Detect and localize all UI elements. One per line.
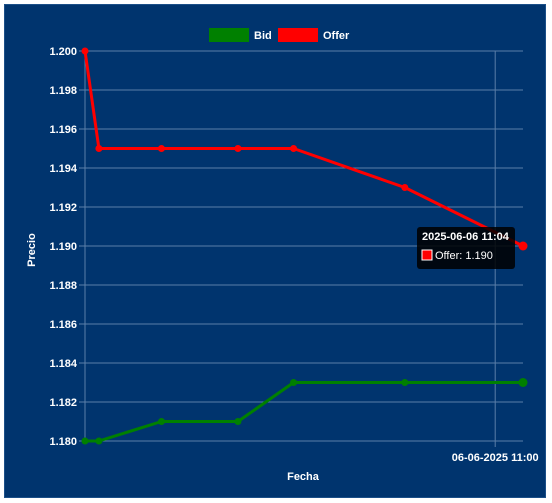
x-axis-title: Fecha [287, 471, 320, 483]
line-chart: 1.180 1.182 1.184 1.186 1.188 1.190 1.192 1.194… [26, 28, 539, 483]
data-point-bid[interactable] [290, 379, 298, 386]
y-tick-label: 1.196 [49, 124, 77, 136]
data-point-offer[interactable] [290, 145, 298, 152]
series-layer [81, 47, 528, 445]
legend-swatch-bid [209, 28, 249, 42]
y-tick-label: 1.200 [49, 46, 77, 58]
data-point-bid[interactable] [234, 418, 242, 425]
data-point-bid[interactable] [401, 379, 409, 386]
data-point-bid[interactable] [157, 418, 165, 425]
legend-swatch-offer [278, 28, 318, 42]
tooltip-title: 2025-06-06 11:04 [422, 231, 510, 243]
y-tick-label: 1.184 [49, 358, 77, 370]
data-point-offer[interactable] [157, 145, 165, 152]
y-tick-label: 1.182 [49, 397, 77, 409]
y-tick-label: 1.198 [49, 85, 77, 97]
tooltip-label: Offer: 1.190 [435, 250, 493, 262]
data-point-bid[interactable] [95, 437, 103, 445]
data-point-offer[interactable] [518, 241, 528, 251]
data-point-offer[interactable] [95, 145, 103, 152]
y-tick-label: 1.188 [49, 280, 77, 292]
y-tick-label: 1.194 [49, 163, 77, 175]
x-tick-label: 06-06-2025 11:00 [452, 452, 539, 464]
tooltip: 2025-06-06 11:04 Offer: 1.190 [417, 227, 515, 269]
data-point-bid[interactable] [518, 378, 528, 387]
data-point-offer[interactable] [401, 184, 409, 191]
tooltip-swatch [421, 249, 433, 261]
chart-panel: 1.180 1.182 1.184 1.186 1.188 1.190 1.192 1.194… [4, 4, 546, 498]
y-axis-title: Precio [26, 233, 38, 267]
grid-layer [79, 50, 523, 447]
y-tick-label: 1.180 [49, 436, 77, 448]
y-tick-label: 1.190 [49, 241, 77, 253]
tooltip-box [417, 227, 515, 269]
y-tick-label: 1.192 [49, 202, 77, 214]
data-point-offer[interactable] [234, 145, 242, 152]
y-tick-label: 1.186 [49, 319, 77, 331]
x-axis-ticks: 06-06-2025 11:00 [452, 452, 539, 464]
legend-label-offer: Offer [323, 30, 350, 42]
y-axis-ticks: 1.180 1.182 1.184 1.186 1.188 1.190 1.192 1.194… [49, 46, 77, 448]
data-point-bid[interactable] [81, 437, 89, 445]
data-point-offer[interactable] [81, 47, 89, 55]
series-line-offer [83, 50, 524, 248]
legend: Bid Offer [209, 28, 350, 42]
legend-label-bid: Bid [254, 30, 272, 42]
series-line-bid [85, 381, 523, 443]
